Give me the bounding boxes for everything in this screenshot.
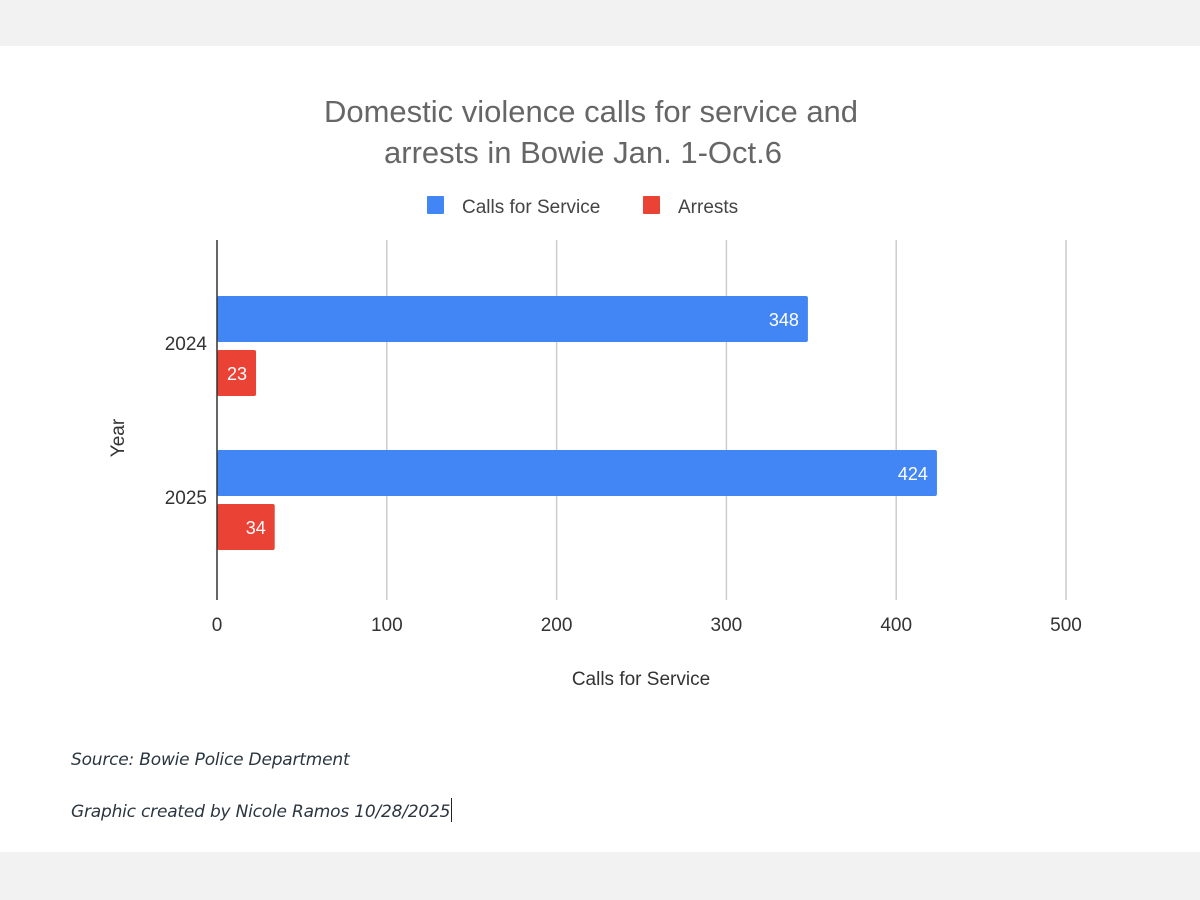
x-tick-label: 300 <box>711 615 743 636</box>
bar-arrests <box>217 504 275 550</box>
bars: 348 23 424 34 <box>217 296 937 550</box>
y-tick-label: 2025 <box>165 488 207 509</box>
legend-swatch <box>427 196 444 214</box>
x-tick-label: 400 <box>880 615 912 636</box>
y-axis-title: Year <box>108 418 129 457</box>
source-note: Source: Bowie Police Department <box>71 750 350 770</box>
bar-data-label: 348 <box>769 310 799 330</box>
x-tick-label: 0 <box>212 615 223 636</box>
bar-calls-for-service <box>217 450 937 496</box>
legend-label: Arrests <box>678 197 738 218</box>
chart-title-line-1: Domestic violence calls for service and <box>324 94 858 129</box>
legend-swatch <box>643 196 660 214</box>
x-tick-label: 100 <box>371 615 403 636</box>
x-tick-label: 200 <box>541 615 573 636</box>
x-tick-label: 500 <box>1050 615 1082 636</box>
credit-note: Graphic created by Nicole Ramos 10/28/20… <box>71 798 453 822</box>
bar-data-label: 23 <box>227 364 247 384</box>
chart-canvas: Domestic violence calls for service and … <box>0 46 1200 852</box>
bar-data-label: 34 <box>246 518 266 538</box>
chart-title-line-2: arrests in Bowie Jan. 1-Oct.6 <box>384 135 782 170</box>
x-axis-title: Calls for Service <box>572 669 710 690</box>
credit-text: Graphic created by Nicole Ramos 10/28/20… <box>71 802 451 822</box>
text-cursor <box>451 798 453 822</box>
y-axis: 2024 2025 <box>165 240 218 600</box>
legend-label: Calls for Service <box>462 197 600 218</box>
bar-calls-for-service <box>217 296 808 342</box>
x-axis-ticks: 0 100 200 300 400 500 <box>212 615 1082 636</box>
legend: Calls for Service Arrests <box>427 196 738 218</box>
bar-arrests <box>217 350 257 396</box>
bar-chart: Domestic violence calls for service and … <box>108 94 1082 690</box>
y-tick-label: 2024 <box>165 334 208 355</box>
gridlines <box>386 240 1067 600</box>
bar-data-label: 424 <box>898 464 928 484</box>
